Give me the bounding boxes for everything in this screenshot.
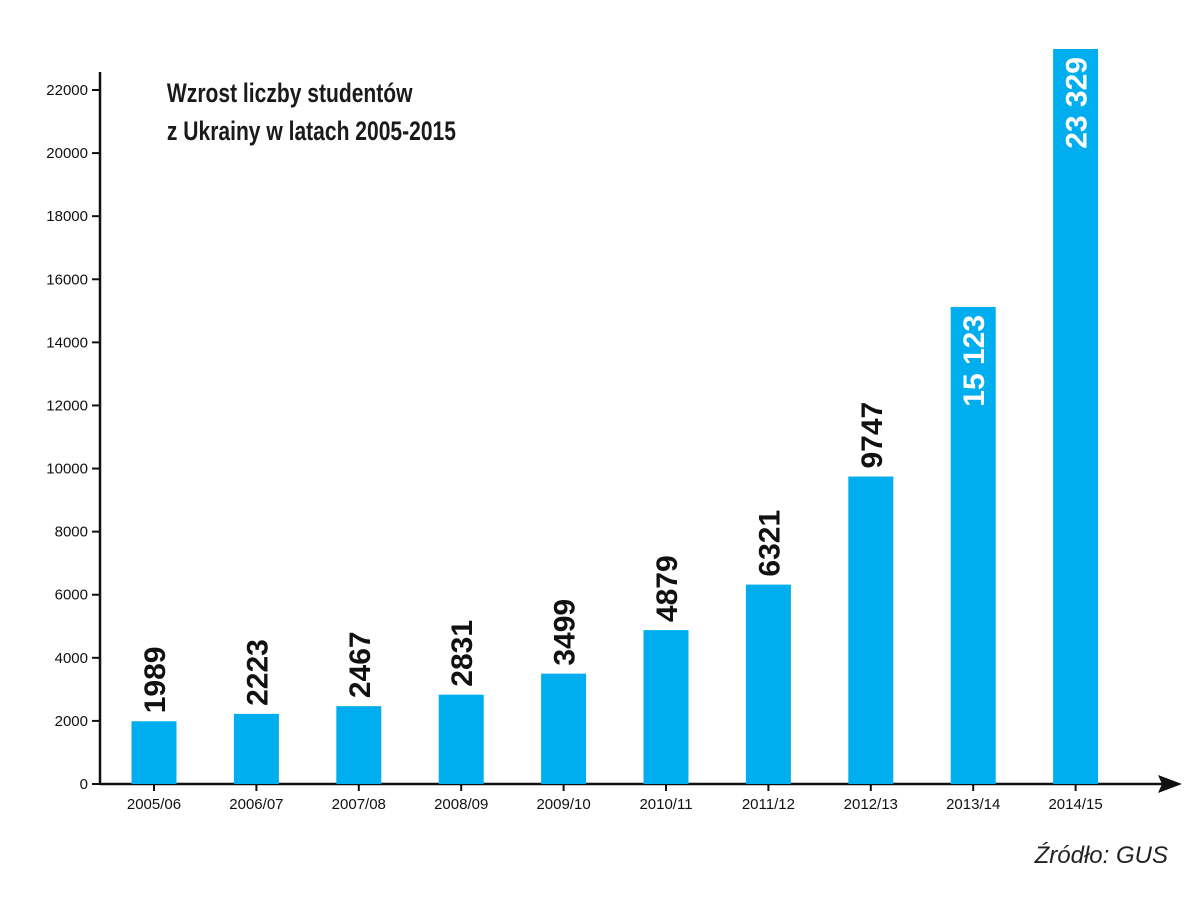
bar bbox=[541, 673, 587, 784]
bar bbox=[950, 306, 996, 784]
x-tick-label: 2014/15 bbox=[1048, 796, 1102, 813]
y-tick-label: 14000 bbox=[46, 334, 88, 351]
x-tick-label: 2008/09 bbox=[434, 796, 488, 813]
bar bbox=[1053, 49, 1099, 784]
source-label: Źródło: GUS bbox=[1034, 842, 1168, 869]
y-tick-label: 4000 bbox=[55, 650, 88, 667]
bar-value-label: 2223 bbox=[241, 639, 274, 706]
bar-value-label: 6321 bbox=[753, 510, 786, 577]
y-tick-label: 2000 bbox=[55, 713, 88, 730]
y-tick-label: 12000 bbox=[46, 397, 88, 414]
bar bbox=[438, 694, 484, 784]
y-tick-label: 8000 bbox=[55, 524, 88, 541]
bar bbox=[848, 476, 894, 784]
y-tick-label: 6000 bbox=[55, 587, 88, 604]
bar-value-label: 23 329 bbox=[1061, 57, 1094, 149]
bar-value-label: 15 123 bbox=[958, 315, 991, 407]
bar-value-label: 3499 bbox=[549, 599, 582, 666]
bar-value-label: 2467 bbox=[344, 631, 377, 698]
value-labels: 1989 2223 2467 2831 3499 4879 6321 9747 15 123 23… bbox=[139, 57, 1094, 713]
y-tick-label: 0 bbox=[80, 776, 88, 793]
x-tick-label: 2009/10 bbox=[536, 796, 590, 813]
x-axis-ticks: 2005/06 2006/07 2007/08 2008/09 2009/10 2010/… bbox=[127, 784, 1103, 813]
bars bbox=[131, 49, 1099, 784]
x-tick-label: 2007/08 bbox=[332, 796, 386, 813]
y-tick-label: 18000 bbox=[46, 208, 88, 225]
x-tick-label: 2006/07 bbox=[229, 796, 283, 813]
chart-title-line-1: Wzrost liczby studentów bbox=[167, 79, 413, 109]
y-axis-ticks: 0 2000 4000 6000 8000 10000 12000 14000 16000 180… bbox=[46, 82, 100, 793]
y-tick-label: 20000 bbox=[46, 145, 88, 162]
y-tick-label: 22000 bbox=[46, 82, 88, 99]
bar-value-label: 2831 bbox=[446, 620, 479, 687]
bar bbox=[745, 584, 791, 784]
x-tick-label: 2012/13 bbox=[844, 796, 898, 813]
bar-value-label: 1989 bbox=[139, 647, 172, 714]
chart-title: Wzrost liczby studentów z Ukrainy w lata… bbox=[167, 79, 456, 147]
chart-title-line-2: z Ukrainy w latach 2005-2015 bbox=[167, 117, 456, 147]
x-tick-label: 2005/06 bbox=[127, 796, 181, 813]
bar-value-label: 9747 bbox=[856, 402, 889, 469]
y-tick-label: 10000 bbox=[46, 461, 88, 478]
y-tick-label: 16000 bbox=[46, 271, 88, 288]
x-tick-label: 2013/14 bbox=[946, 796, 1000, 813]
x-tick-label: 2011/12 bbox=[742, 796, 795, 813]
bar-value-label: 4879 bbox=[651, 555, 684, 622]
bar bbox=[233, 713, 279, 784]
bar bbox=[336, 706, 382, 784]
bar bbox=[131, 721, 177, 784]
bar bbox=[643, 630, 689, 784]
x-axis-arrow-icon bbox=[1158, 775, 1182, 793]
x-tick-label: 2010/11 bbox=[639, 796, 692, 813]
